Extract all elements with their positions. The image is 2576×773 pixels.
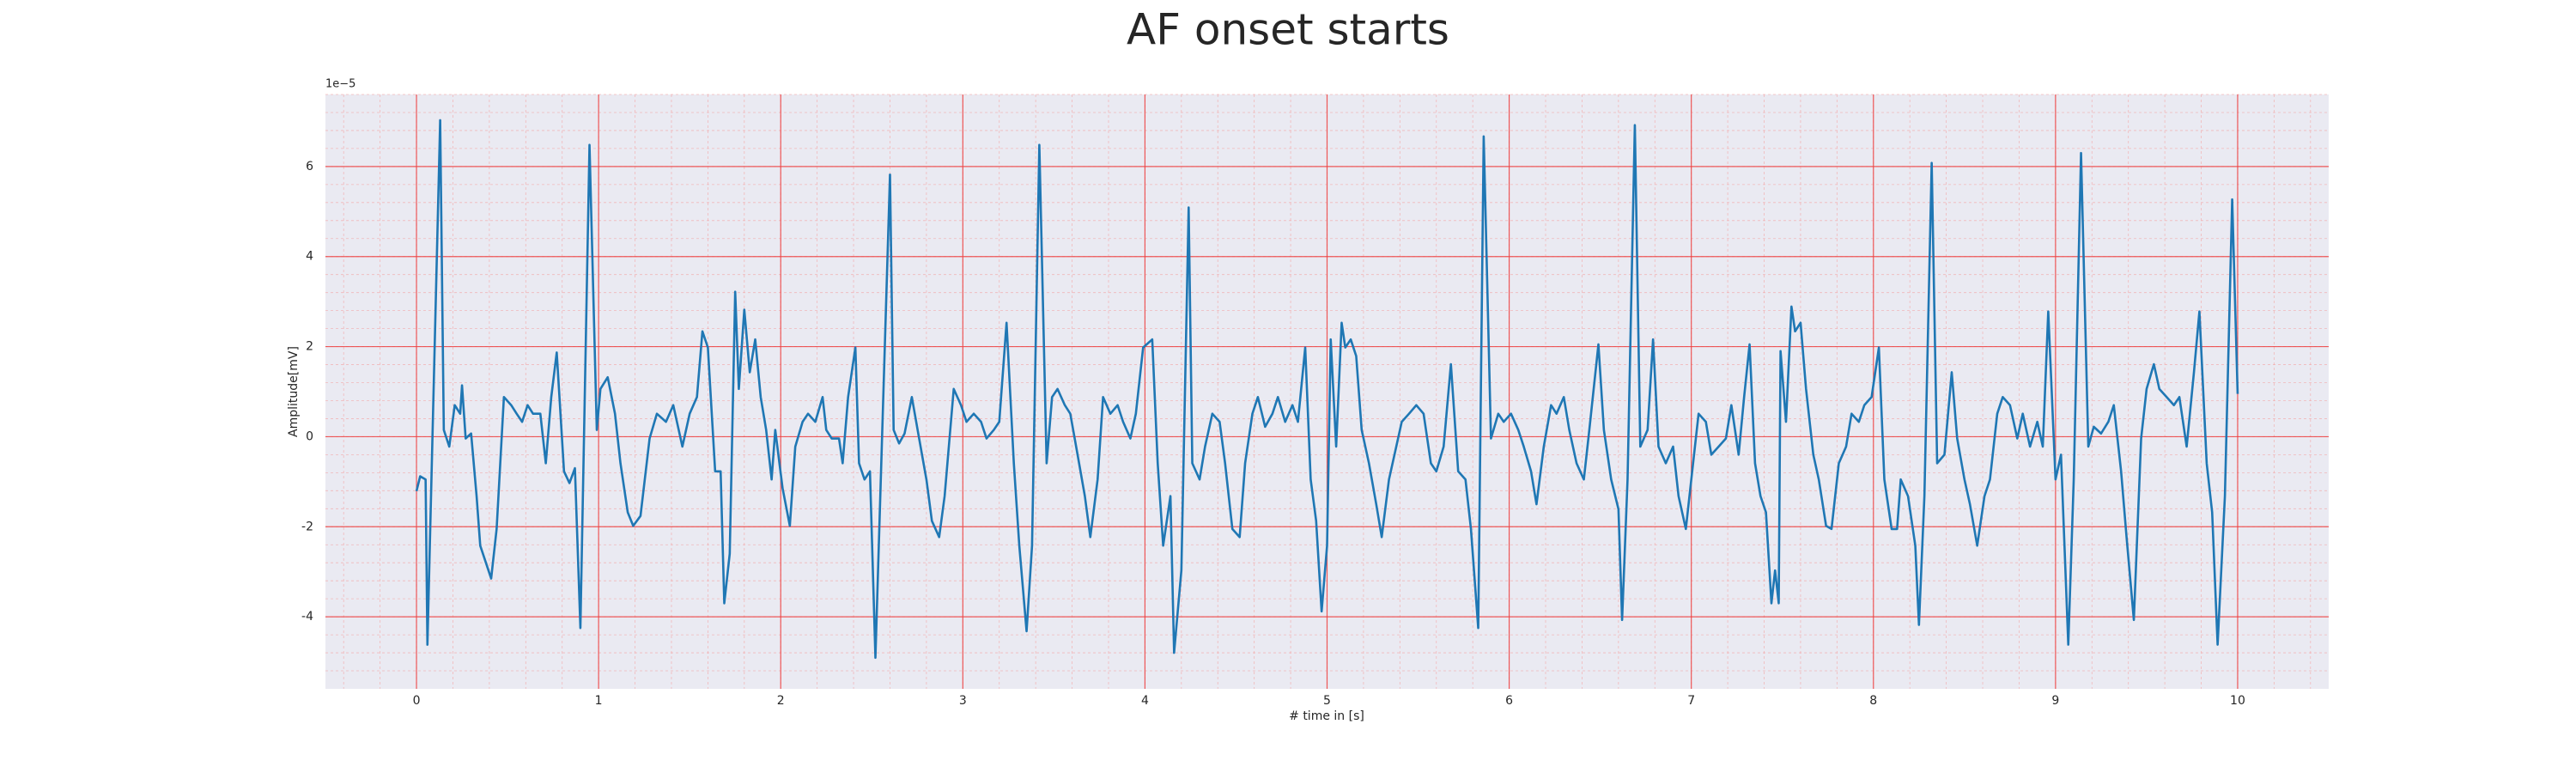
x-tick-label: 4 (1141, 694, 1149, 708)
x-tick-label: 2 (777, 694, 785, 708)
y-tick-label: 2 (306, 340, 313, 354)
x-tick-label: 1 (595, 694, 603, 708)
y-tick-label: 6 (306, 160, 313, 173)
x-axis-label: # time in [s] (1289, 709, 1364, 723)
x-tick-label: 0 (413, 694, 421, 708)
labels: 0 1 2 3 4 5 6 7 8 9 10 -4 -2 0 2 4 6 (301, 160, 2245, 708)
y-tick-label: 0 (306, 429, 313, 443)
x-tick-label: 6 (1505, 694, 1513, 708)
grid (325, 94, 2329, 689)
chart-title: AF onset starts (1127, 5, 1449, 55)
y-offset-label: 1e−5 (325, 78, 355, 91)
x-tick-label: 9 (2051, 694, 2059, 708)
y-tick-label: 4 (306, 250, 313, 264)
y-tick-label: -2 (301, 520, 313, 533)
x-tick-label: 5 (1323, 694, 1331, 708)
x-tick-label: 3 (959, 694, 967, 708)
signal-line (415, 119, 2239, 660)
x-tick-label: 10 (2230, 694, 2245, 708)
y-tick-label: -4 (301, 610, 313, 624)
x-tick-label: 8 (1869, 694, 1877, 708)
y-axis-label: Amplitude[mV] (287, 346, 301, 437)
data-layer (415, 119, 2239, 660)
x-tick-label: 7 (1687, 694, 1695, 708)
